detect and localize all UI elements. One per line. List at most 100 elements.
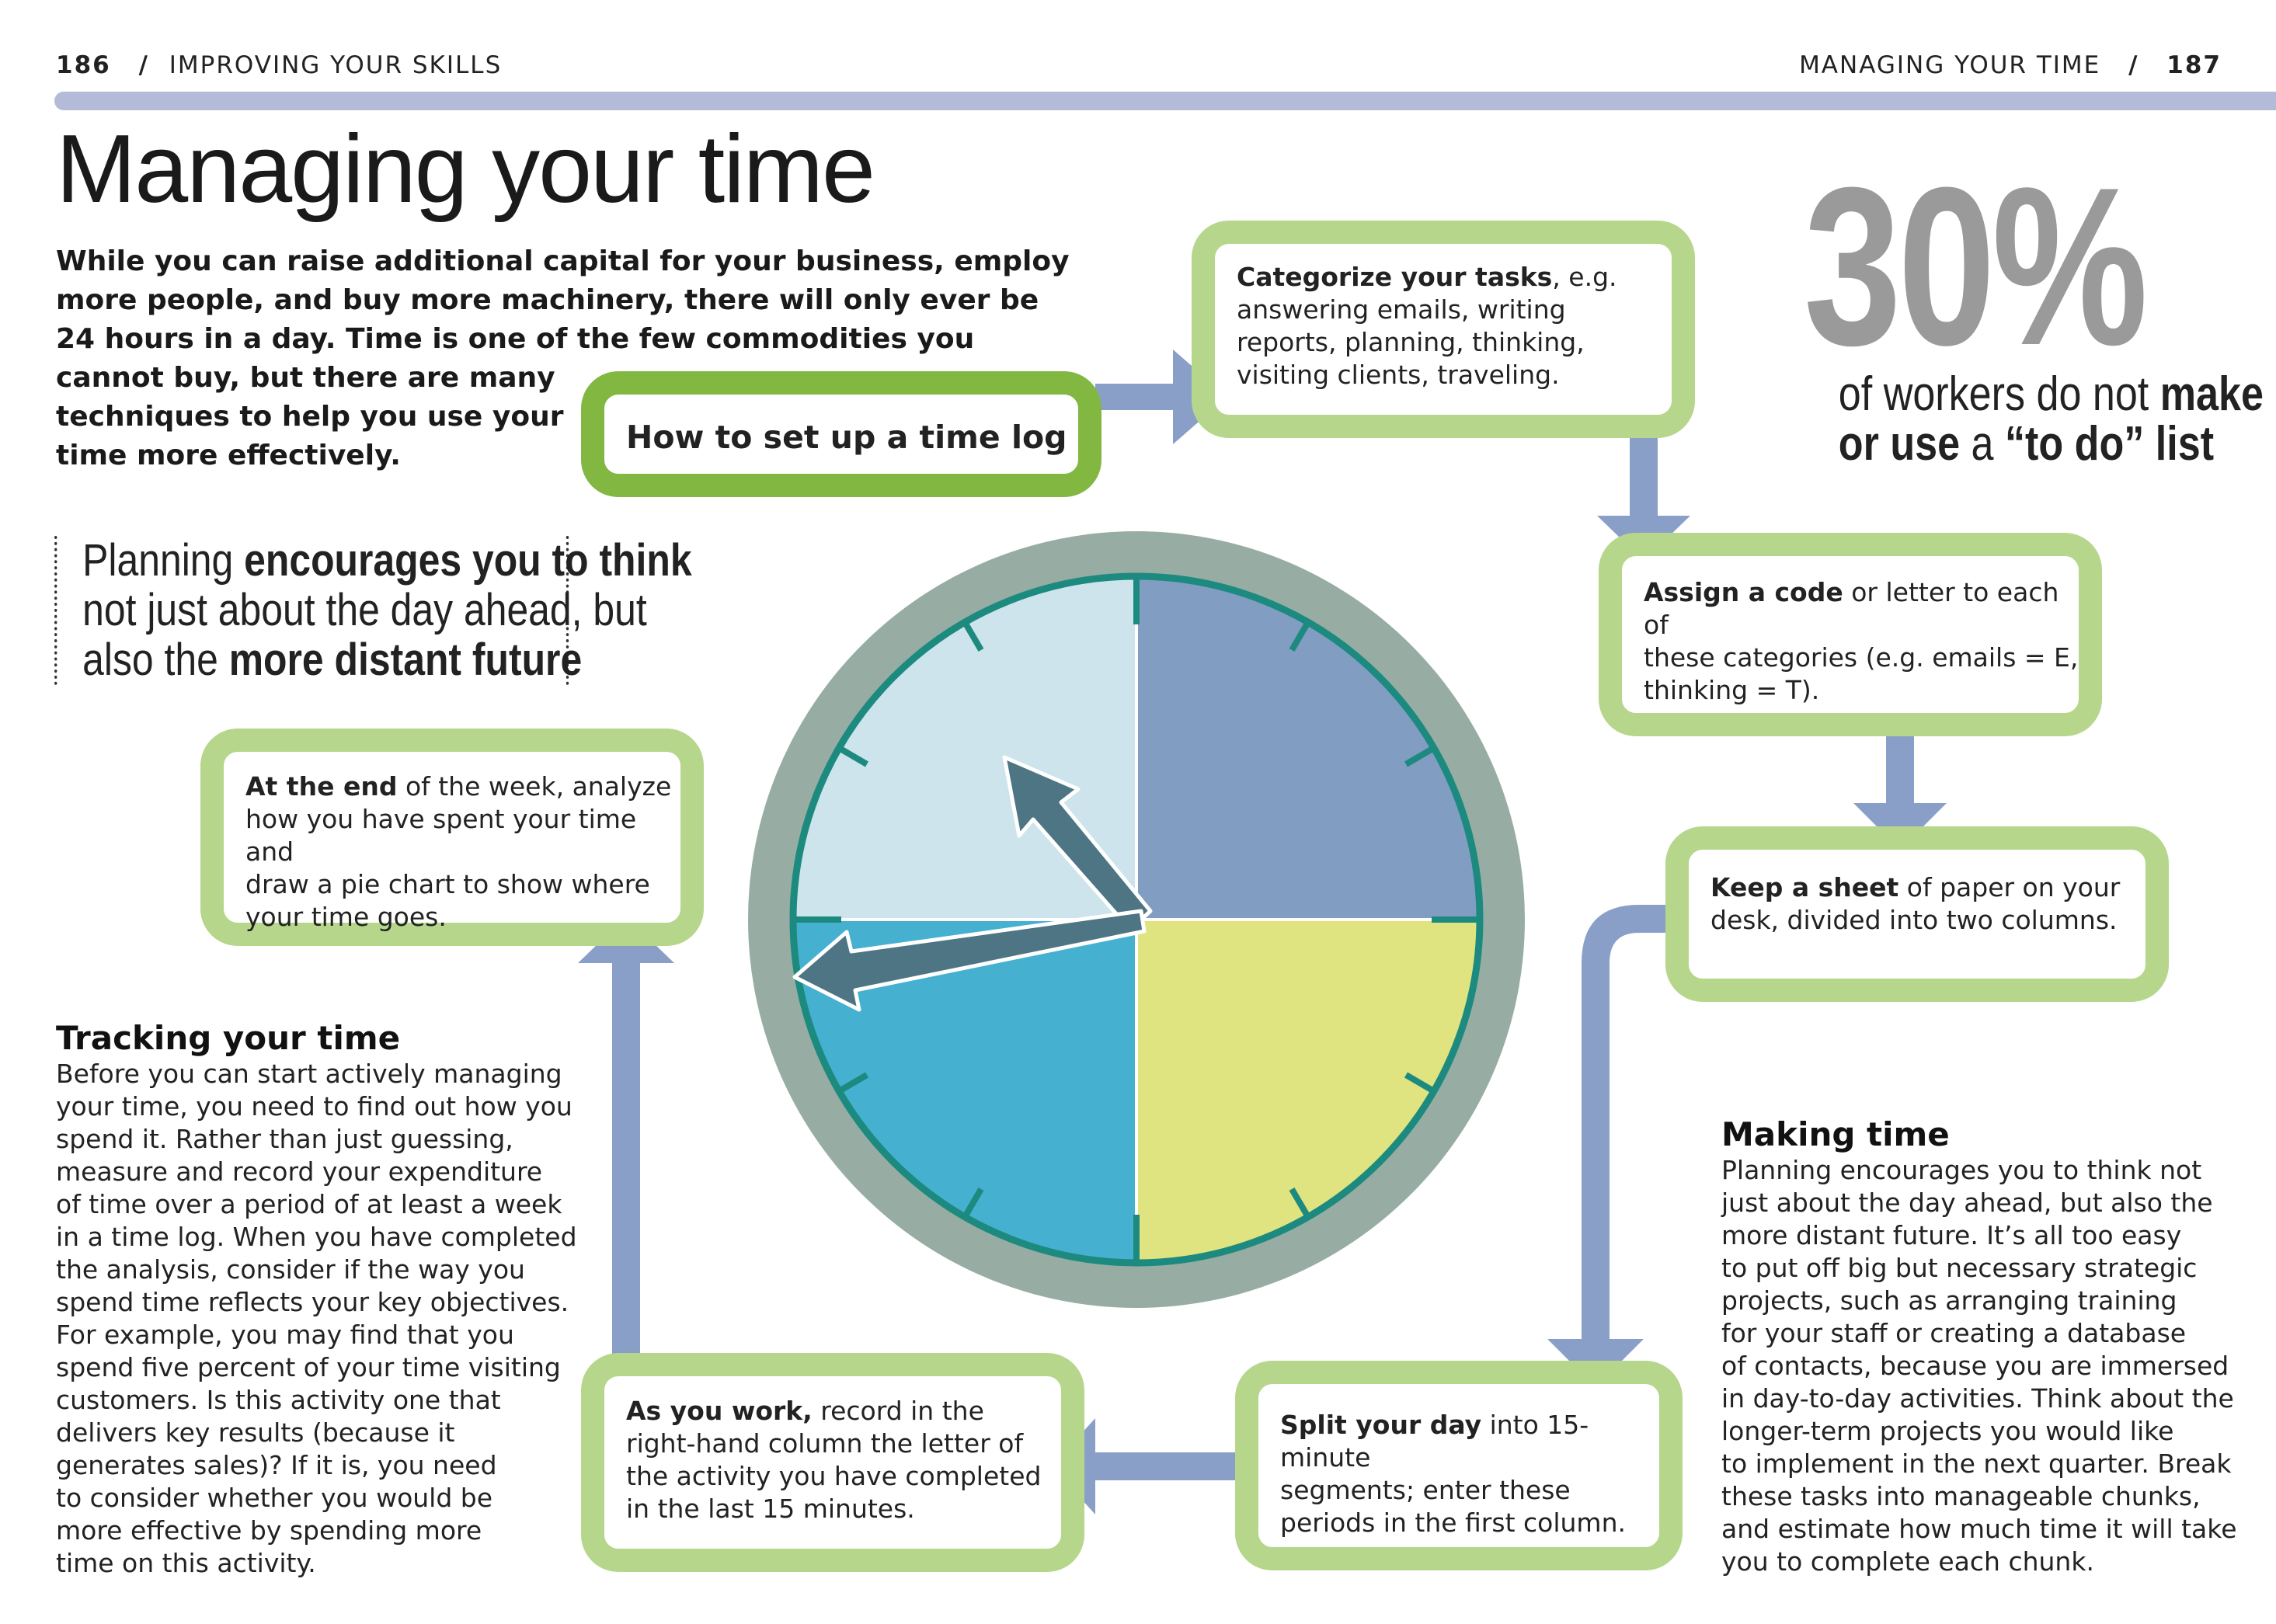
quote-text: not just about the day ahead, but xyxy=(82,585,647,635)
step-text: At the end of the week, analyze how you … xyxy=(245,770,680,934)
step-line: segments; enter these xyxy=(1280,1475,1571,1505)
body-line: longer-term projects you would like xyxy=(1721,1416,2174,1446)
arrow-step5-to-step6 xyxy=(612,960,640,1364)
flow-step-end-of-week: At the end of the week, analyze how you … xyxy=(200,729,704,946)
body-line: these tasks into manageable chunks, xyxy=(1721,1481,2201,1511)
clock-hands xyxy=(792,755,1153,1012)
stat-caption-text: of workers do not xyxy=(1838,367,2160,421)
step-line: periods in the first column. xyxy=(1280,1508,1626,1538)
arrow-step4-to-step5 xyxy=(1088,1452,1240,1480)
flow-step-categorize: Categorize your tasks, e.g. answering em… xyxy=(1192,221,1695,438)
step-rest: , e.g. xyxy=(1552,262,1617,292)
step-lead: Categorize your tasks xyxy=(1237,262,1553,292)
step-line: draw a pie chart to show where xyxy=(245,869,650,899)
body-line: generates sales)? If it is, you need xyxy=(56,1450,497,1480)
clock-quadrant-bottom-left xyxy=(793,920,1136,1263)
arrow-step2-to-step3 xyxy=(1886,736,1914,808)
making-body: Planning encourages you to think not jus… xyxy=(1721,1154,2237,1578)
step-line: in the last 15 minutes. xyxy=(626,1494,915,1524)
intro-paragraph: While you can raise additional capital f… xyxy=(56,242,1070,475)
body-line: you to complete each chunk. xyxy=(1721,1546,2094,1577)
header-separator: / xyxy=(2128,51,2139,79)
body-line: For example, you may find that you xyxy=(56,1320,514,1350)
left-page-number: 186 xyxy=(56,51,111,79)
flow-step-split-day: Split your day into 15-minute segments; … xyxy=(1235,1361,1683,1570)
body-line: to consider whether you would be xyxy=(56,1483,493,1513)
stat-caption-emphasis: make xyxy=(2159,367,2264,421)
step-line: how you have spent your time and xyxy=(245,804,637,867)
body-line: your time, you need to find out how you xyxy=(56,1091,572,1121)
quote-emphasis: more distant future xyxy=(228,635,583,685)
step-lead: As you work, xyxy=(626,1396,813,1426)
body-line: Before you can start actively managing xyxy=(56,1059,562,1089)
step-line: right-hand column the letter of xyxy=(626,1428,1024,1459)
stat-caption-text: a xyxy=(1960,417,2005,471)
right-page-number: 187 xyxy=(2166,51,2222,79)
step-lead: Split your day xyxy=(1280,1410,1482,1440)
step-text: As you work, record in the right-hand co… xyxy=(626,1395,1041,1525)
quote-emphasis: encourages you to think xyxy=(244,535,692,586)
step-rest: into 15-minute xyxy=(1280,1410,1589,1473)
intro-line: techniques to help you use your xyxy=(56,401,564,433)
intro-line: 24 hours in a day. Time is one of the fe… xyxy=(56,323,975,355)
flow-step-assign-code: Assign a code or letter to each of these… xyxy=(1599,533,2102,736)
flow-step-as-you-work: As you work, record in the right-hand co… xyxy=(581,1353,1084,1572)
step-text: Keep a sheet of paper on your desk, divi… xyxy=(1710,871,2120,937)
body-line: more distant future. It’s all too easy xyxy=(1721,1220,2182,1250)
body-line: of time over a period of at least a week xyxy=(56,1189,562,1219)
body-line: just about the day ahead, but also the xyxy=(1721,1188,2213,1218)
body-line: and estimate how much time it will take xyxy=(1721,1514,2237,1544)
step-line: your time goes. xyxy=(245,902,447,932)
body-line: more effective by spending more xyxy=(56,1515,482,1546)
body-line: in a time log. When you have completed xyxy=(56,1222,577,1252)
arrow-step1-to-step2 xyxy=(1630,435,1658,520)
right-section-name: MANAGING YOUR TIME xyxy=(1799,51,2101,79)
left-running-head: 186 / IMPROVING YOUR SKILLS xyxy=(56,51,502,79)
step-text: Assign a code or letter to each of these… xyxy=(1644,576,2079,707)
body-line: spend it. Rather than just guessing, xyxy=(56,1124,513,1154)
step-lead: Keep a sheet xyxy=(1710,872,1899,902)
stat-caption-emphasis: “to do” list xyxy=(2005,417,2215,471)
step-text: Split your day into 15-minute segments; … xyxy=(1280,1409,1659,1539)
tracking-body: Before you can start actively managing y… xyxy=(56,1058,577,1580)
step-rest: or letter to each of xyxy=(1644,577,2059,640)
step-line: these categories (e.g. emails = E, xyxy=(1644,642,2079,673)
arrow-start-to-step1 xyxy=(1095,384,1181,410)
arrow-step3-to-step4 xyxy=(1582,905,1670,1344)
step-line: desk, divided into two columns. xyxy=(1710,905,2118,935)
quote-text: Planning xyxy=(82,535,245,586)
body-line: Planning encourages you to think not xyxy=(1721,1155,2202,1185)
body-line: the analysis, consider if the way you xyxy=(56,1254,525,1285)
intro-line: cannot buy, but there are many xyxy=(56,362,555,394)
body-line: measure and record your expenditure xyxy=(56,1156,543,1187)
body-line: customers. Is this activity one that xyxy=(56,1385,501,1415)
body-line: of contacts, because you are immersed xyxy=(1721,1351,2229,1381)
body-line: to implement in the next quarter. Break xyxy=(1721,1448,2232,1479)
body-line: to put off big but necessary strategic xyxy=(1721,1253,2198,1283)
section-heading-making: Making time xyxy=(1721,1115,1950,1153)
minute-hand xyxy=(792,909,1147,1012)
intro-line: more people, and buy more machinery, the… xyxy=(56,284,1039,316)
body-line: spend time reflects your key objectives. xyxy=(56,1287,569,1317)
step-text: Categorize your tasks, e.g. answering em… xyxy=(1237,261,1617,391)
step-rest: of the week, analyze xyxy=(397,771,672,802)
page-title: Managing your time xyxy=(56,116,875,223)
header-separator: / xyxy=(138,51,149,79)
pull-quote: Planning encourages you to think not jus… xyxy=(54,535,692,685)
flow-start-box: How to set up a time log xyxy=(581,371,1101,497)
body-line: delivers key results (because it xyxy=(56,1417,455,1448)
clock-quadrant-top-right xyxy=(1136,576,1480,920)
intro-line: time more effectively. xyxy=(56,440,401,471)
section-heading-tracking: Tracking your time xyxy=(56,1019,401,1057)
stat-number: 30% xyxy=(1804,141,2148,392)
step-lead: Assign a code xyxy=(1644,577,1843,607)
left-section-name: IMPROVING YOUR SKILLS xyxy=(169,51,503,79)
intro-line: While you can raise additional capital f… xyxy=(56,245,1070,277)
step-line: the activity you have completed xyxy=(626,1461,1042,1491)
step-line: reports, planning, thinking, xyxy=(1237,327,1585,357)
hour-hand xyxy=(1002,755,1153,932)
flow-step-keep-sheet: Keep a sheet of paper on your desk, divi… xyxy=(1665,826,2169,1002)
step-rest: of paper on your xyxy=(1898,872,2121,902)
clock-ring xyxy=(789,572,1484,1267)
